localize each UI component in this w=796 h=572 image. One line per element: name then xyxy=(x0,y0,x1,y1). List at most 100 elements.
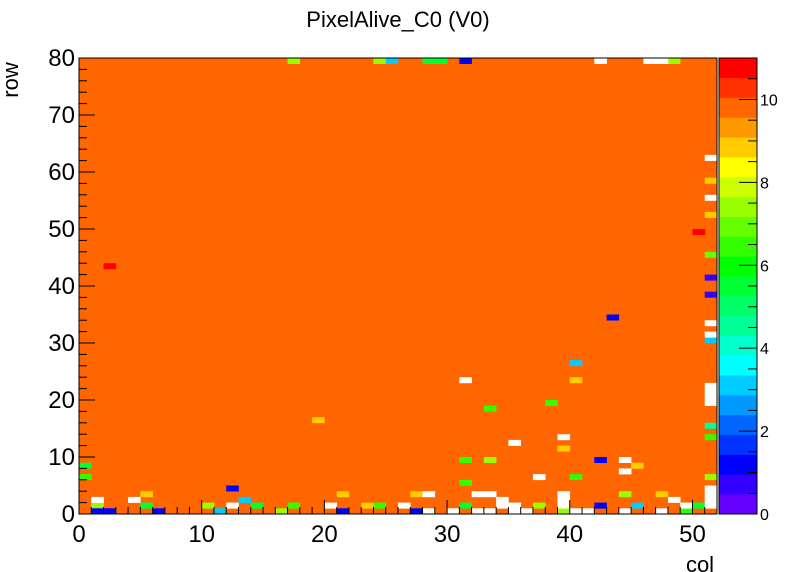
color-scale-tick-label: 8 xyxy=(760,175,769,192)
heatmap-cell xyxy=(680,411,693,418)
y-axis-label: row xyxy=(0,62,23,98)
heatmap-cell xyxy=(361,502,374,509)
heatmap-cell xyxy=(704,274,718,281)
heatmap-cell xyxy=(557,240,571,247)
color-scale-segment xyxy=(719,375,757,396)
heatmap-cell xyxy=(164,439,178,446)
heatmap-cell xyxy=(287,58,301,64)
heatmap-cell xyxy=(704,382,718,389)
heatmap-cell xyxy=(263,80,276,87)
heatmap-cell xyxy=(447,343,460,349)
heatmap-cell xyxy=(459,377,472,384)
heatmap-cell xyxy=(520,508,534,515)
heatmap-cell xyxy=(250,337,264,344)
x-tick-label: 10 xyxy=(188,521,215,548)
heatmap-cell xyxy=(618,491,632,498)
heatmap-cell xyxy=(115,343,129,349)
color-scale-segment xyxy=(719,236,757,257)
color-scale-segment xyxy=(719,137,757,158)
heatmap-cell xyxy=(213,183,227,190)
x-tick-label: 40 xyxy=(556,521,583,548)
color-scale-segment xyxy=(719,335,757,356)
heatmap-cell xyxy=(250,154,264,161)
color-scale-tick-label: 0 xyxy=(760,507,769,524)
heatmap-cell xyxy=(508,183,521,190)
color-scale-segment xyxy=(719,58,757,79)
heatmap-cell xyxy=(140,160,153,167)
heatmap-cell xyxy=(618,388,632,395)
heatmap-cell xyxy=(557,434,571,441)
heatmap-cell xyxy=(115,86,129,93)
color-scale-segment xyxy=(719,196,757,217)
heatmap-cell xyxy=(287,194,301,201)
color-scale-segment xyxy=(719,157,757,178)
x-tick-label: 0 xyxy=(72,521,85,548)
heatmap-cell xyxy=(361,411,374,418)
heatmap-cell xyxy=(569,377,583,384)
heatmap-cell xyxy=(643,297,656,304)
heatmap-cell xyxy=(226,485,239,492)
heatmap-cell xyxy=(385,149,399,156)
heatmap-cell xyxy=(263,274,276,281)
heatmap-cell xyxy=(250,502,264,509)
heatmap-cell xyxy=(704,337,718,344)
heatmap-cell xyxy=(532,354,546,361)
color-scale-segment xyxy=(719,295,757,317)
x-axis-label: col xyxy=(686,552,714,572)
color-scale-segment xyxy=(719,97,757,118)
heatmap-cell xyxy=(618,177,632,184)
heatmap-cell xyxy=(532,474,546,481)
heatmap-cell xyxy=(582,92,595,99)
heatmap-cell xyxy=(238,496,252,503)
y-tick-label: 80 xyxy=(48,45,75,72)
heatmap-cell xyxy=(618,508,632,515)
heatmap-cell xyxy=(447,97,460,104)
heatmap-cell xyxy=(704,485,718,492)
heatmap-cell xyxy=(312,417,325,424)
heatmap-cell xyxy=(422,280,436,287)
heatmap-cell xyxy=(459,457,472,463)
heatmap-cell xyxy=(704,474,718,481)
heatmap-cell xyxy=(704,434,718,441)
heatmap-cell xyxy=(557,502,571,509)
heatmap-cell xyxy=(594,457,607,463)
heatmap-cell xyxy=(655,58,669,64)
heatmap-cell xyxy=(459,394,472,401)
heatmap-cell xyxy=(103,508,117,515)
y-tick-label: 0 xyxy=(62,501,75,528)
heatmap-cell xyxy=(140,400,153,406)
y-axis-ticks: 0 10 20 30 40 50 60 70 80 xyxy=(48,45,95,528)
y-tick-label: 60 xyxy=(48,159,75,186)
heatmap-cell xyxy=(557,491,571,498)
color-scale-segment xyxy=(719,315,757,336)
heatmap-cell xyxy=(422,58,436,64)
heatmap-cell xyxy=(324,348,337,355)
color-scale-segment xyxy=(719,414,757,435)
heatmap-cell xyxy=(140,491,153,498)
heatmap-cell xyxy=(398,331,411,338)
heatmap-cell xyxy=(459,479,472,486)
heatmap-cell xyxy=(643,58,656,64)
heatmap-cell xyxy=(496,143,509,150)
heatmap-cell xyxy=(152,508,166,515)
heatmap-cell xyxy=(410,246,423,253)
heatmap-cell xyxy=(680,166,693,173)
heatmap-cell xyxy=(348,445,362,452)
color-scale-segment xyxy=(719,77,757,98)
heatmap-cell xyxy=(631,75,644,82)
heatmap-cell xyxy=(275,457,288,463)
heatmap-cell xyxy=(140,502,153,509)
heatmap-cell xyxy=(177,229,190,235)
heatmap-cell xyxy=(128,63,141,70)
heatmap-cell xyxy=(704,394,718,401)
heatmap-cell xyxy=(238,240,252,247)
heatmap-cell xyxy=(471,508,485,515)
heatmap-cell xyxy=(128,496,141,503)
heatmap-cell xyxy=(606,314,620,321)
heatmap-cell xyxy=(373,58,387,64)
y-tick-label: 20 xyxy=(48,387,75,414)
heatmap-cell xyxy=(569,360,583,367)
heatmap-cell xyxy=(496,502,509,509)
heatmap-cell xyxy=(520,291,534,298)
chart-title: PixelAlive_C0 (V0) xyxy=(306,7,489,32)
